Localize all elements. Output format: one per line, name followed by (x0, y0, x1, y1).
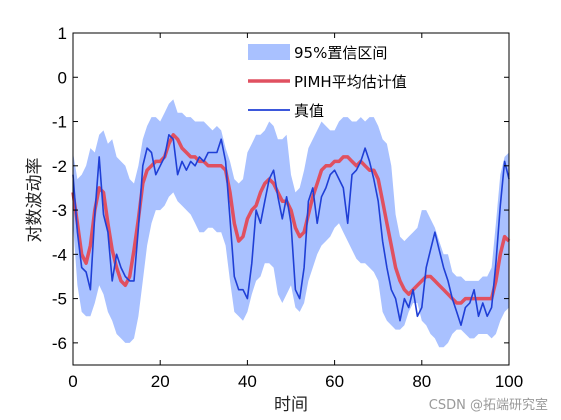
x-axis-label: 时间 (274, 395, 308, 415)
y-tick-label: -4 (52, 245, 67, 264)
y-tick-label: 1 (58, 24, 67, 43)
x-tick-label: 80 (412, 372, 431, 391)
x-tick-label: 60 (325, 372, 344, 391)
x-tick-label: 0 (68, 372, 77, 391)
y-tick-label: -5 (52, 290, 67, 309)
axes-frame (72, 32, 510, 366)
x-tick-label: 20 (151, 372, 170, 391)
y-axis-label: 对数波动率 (25, 158, 45, 243)
true-value-line (72, 134, 510, 327)
y-tick-label: -2 (52, 157, 67, 176)
legend-label: PIMH平均估计值 (294, 73, 407, 91)
axes: 0 20 40 60 80 100 1 0 -1 -2 -3 -4 -5 -6 (52, 24, 523, 391)
x-tick-label: 100 (495, 372, 523, 391)
watermark: CSDN @拓端研究室 (429, 397, 548, 413)
legend-swatch-band (248, 44, 290, 60)
y-tick-label: -3 (52, 201, 67, 220)
y-tick-label: -1 (52, 113, 67, 132)
x-tick-label: 40 (238, 372, 257, 391)
y-tick-label: 0 (58, 68, 67, 87)
legend-label: 真值 (294, 102, 324, 120)
plot-area (71, 99, 511, 348)
estimate-line (71, 133, 511, 305)
y-tick-label: -6 (52, 334, 67, 353)
legend-label: 95%置信区间 (294, 44, 387, 62)
